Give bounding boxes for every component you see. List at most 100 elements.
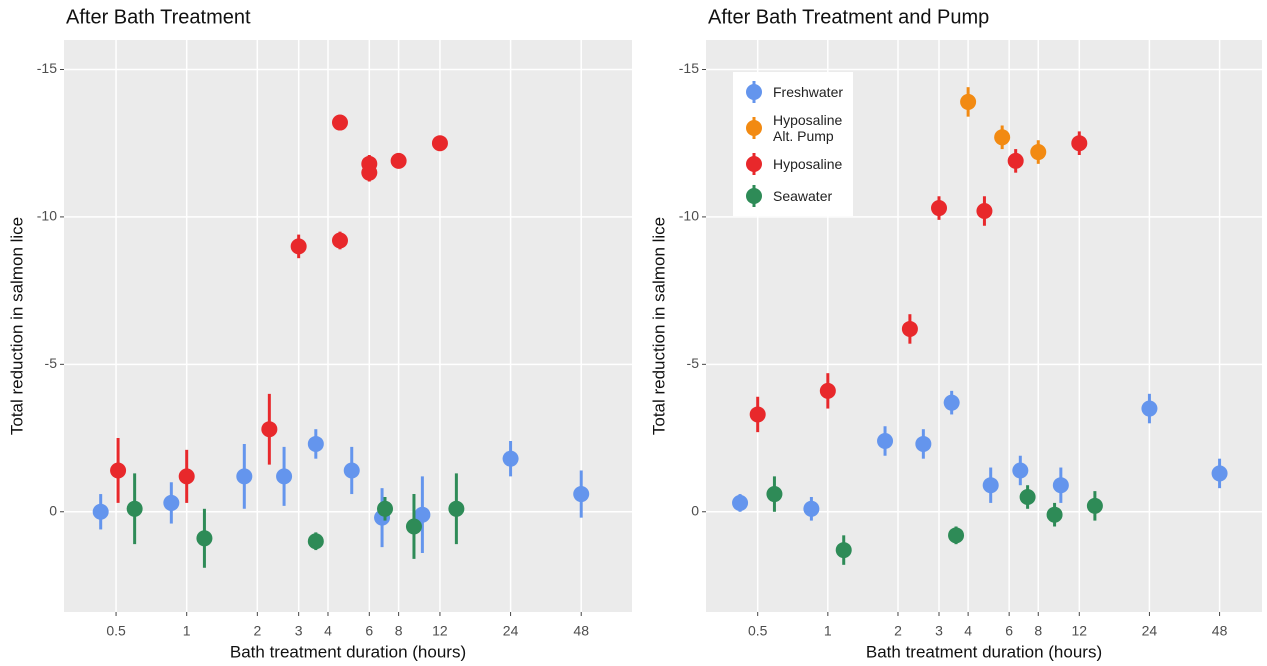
point [915, 435, 932, 452]
point [1211, 465, 1228, 482]
point [1071, 135, 1088, 152]
point [982, 477, 999, 494]
point [390, 152, 407, 169]
point [573, 486, 590, 503]
point [331, 232, 348, 249]
point [901, 320, 918, 337]
legend-key [746, 185, 762, 207]
plot-background [64, 40, 632, 612]
point [931, 200, 948, 217]
point [110, 462, 127, 479]
point [414, 506, 431, 523]
x-tick-label: 48 [1212, 623, 1228, 639]
legend-key-dot [746, 120, 762, 136]
point [163, 494, 180, 511]
x-tick-label: 0.5 [106, 623, 126, 639]
point [819, 382, 836, 399]
point [290, 238, 307, 255]
point [307, 533, 324, 550]
point [803, 500, 820, 517]
legend-key [746, 81, 762, 103]
legend-item: Freshwater [743, 80, 843, 104]
x-tick-label: 12 [1072, 623, 1088, 639]
point [405, 518, 422, 535]
chart-title: After Bath Treatment and Pump [708, 6, 989, 28]
point [92, 503, 109, 520]
point [943, 394, 960, 411]
x-tick-label: 1 [824, 623, 832, 639]
x-tick-label: 3 [295, 623, 303, 639]
x-tick-label: 1 [183, 623, 191, 639]
legend-item: Hyposaline [743, 152, 843, 176]
x-axis-label: Bath treatment duration (hours) [866, 642, 1102, 661]
x-tick-label: 4 [964, 623, 972, 639]
y-axis-label: Total reduction in salmon lice [649, 217, 668, 435]
point [960, 93, 977, 110]
point [126, 500, 143, 517]
legend-key-dot [746, 84, 762, 100]
point [1007, 152, 1024, 169]
x-tick-label: 48 [573, 623, 589, 639]
y-tick-label: -10 [679, 208, 699, 224]
x-tick-label: 24 [503, 623, 519, 639]
x-tick-label: 12 [432, 623, 448, 639]
x-tick-label: 8 [1034, 623, 1042, 639]
y-tick-label: -5 [687, 355, 700, 371]
x-tick-label: 2 [894, 623, 902, 639]
legend: Freshwater Hyposaline Alt. Pump Hyposaline… [733, 72, 854, 216]
x-tick-label: 6 [1005, 623, 1013, 639]
x-axis-label: Bath treatment duration (hours) [230, 642, 466, 661]
legend-label: Freshwater [773, 84, 844, 100]
y-tick-label: 0 [691, 502, 699, 518]
point [331, 114, 348, 131]
point [766, 486, 783, 503]
point [361, 164, 378, 181]
legend-label: Hyposaline [773, 156, 843, 172]
point [1086, 497, 1103, 514]
y-axis-label: Total reduction in salmon lice [7, 217, 26, 435]
point [448, 500, 465, 517]
y-tick-label: 0 [49, 502, 57, 518]
legend-item: Hyposaline Alt. Pump [743, 112, 843, 144]
point [1052, 477, 1069, 494]
x-tick-label: 2 [253, 623, 261, 639]
point [976, 203, 993, 220]
point [835, 542, 852, 559]
x-tick-label: 4 [324, 623, 332, 639]
point [948, 527, 965, 544]
point [377, 500, 394, 517]
legend-label: Hyposaline Alt. Pump [773, 112, 843, 144]
legend-key-dot [746, 156, 762, 172]
legend-label: Seawater [773, 188, 833, 204]
point [1019, 489, 1036, 506]
x-tick-label: 6 [365, 623, 373, 639]
point [732, 494, 749, 511]
chart-title: After Bath Treatment [66, 6, 251, 28]
x-tick-label: 24 [1142, 623, 1158, 639]
point [343, 462, 360, 479]
y-tick-label: -5 [45, 355, 58, 371]
point [431, 135, 448, 152]
y-tick-label: -15 [37, 60, 57, 76]
point [1030, 144, 1047, 161]
point [1012, 462, 1029, 479]
legend-key-dot [746, 188, 762, 204]
legend-key [746, 117, 762, 139]
point [1141, 400, 1158, 417]
y-tick-label: -15 [679, 60, 699, 76]
legend-item: Seawater [743, 184, 843, 208]
point [307, 435, 324, 452]
x-tick-label: 3 [935, 623, 943, 639]
point [261, 421, 278, 438]
point [749, 406, 766, 423]
point [994, 129, 1011, 146]
point [502, 450, 519, 467]
point [877, 432, 894, 449]
x-tick-label: 8 [395, 623, 403, 639]
point [178, 468, 195, 485]
point [276, 468, 293, 485]
point [1046, 506, 1063, 523]
x-tick-label: 0.5 [748, 623, 768, 639]
